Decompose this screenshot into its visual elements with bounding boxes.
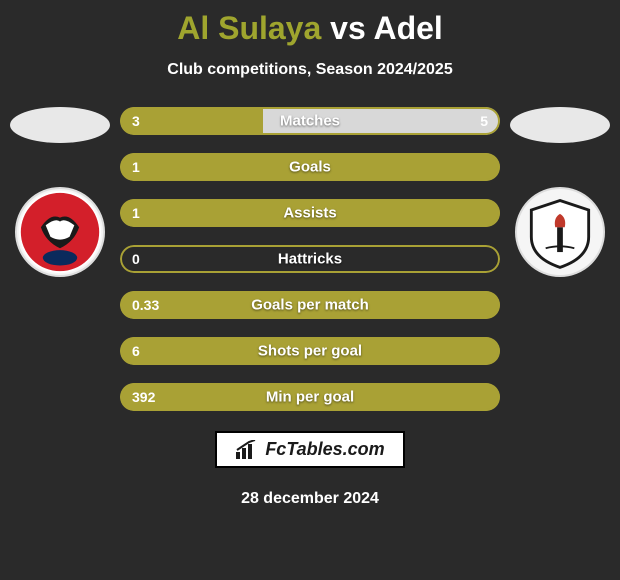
stat-label: Assists	[283, 205, 336, 222]
stat-value-player1: 392	[132, 389, 155, 405]
logo-text: FcTables.com	[265, 439, 384, 460]
stat-bars: Matches 3 5 Goals 1 Assists 1 Hattricks 0 Goals p…	[120, 107, 500, 411]
stat-row: Shots per goal 6	[120, 337, 500, 365]
stat-label: Goals	[289, 159, 331, 176]
fctables-logo: FcTables.com	[215, 431, 404, 468]
stat-value-player1: 3	[132, 113, 140, 129]
stat-value-player1: 1	[132, 205, 140, 221]
title-player1: Al Sulaya	[177, 10, 321, 46]
stat-label: Shots per goal	[258, 343, 362, 360]
stat-row: Hattricks 0	[120, 245, 500, 273]
title-player2: Adel	[373, 10, 442, 46]
title-vs: vs	[330, 10, 366, 46]
stat-value-player2: 5	[480, 113, 488, 129]
player2-flag-icon	[510, 107, 610, 143]
chart-icon	[235, 440, 259, 460]
stat-label: Matches	[280, 113, 340, 130]
date: 28 december 2024	[241, 490, 379, 508]
player1-flag-icon	[10, 107, 110, 143]
player2-club-badge-icon	[515, 187, 605, 277]
player2-column	[510, 107, 610, 277]
stat-fill-player1	[120, 107, 263, 135]
stat-label: Min per goal	[266, 389, 354, 406]
page-title: Al Sulaya vs Adel	[177, 10, 443, 47]
stat-row: Goals per match 0.33	[120, 291, 500, 319]
stat-row: Min per goal 392	[120, 383, 500, 411]
stat-row: Goals 1	[120, 153, 500, 181]
stat-value-player1: 0.33	[132, 297, 159, 313]
stat-row: Matches 3 5	[120, 107, 500, 135]
stat-label: Hattricks	[278, 251, 342, 268]
stat-value-player1: 1	[132, 159, 140, 175]
player1-column	[10, 107, 110, 277]
subtitle: Club competitions, Season 2024/2025	[167, 61, 452, 79]
stat-row: Assists 1	[120, 199, 500, 227]
stat-value-player1: 6	[132, 343, 140, 359]
stats-area: Matches 3 5 Goals 1 Assists 1 Hattricks 0 Goals p…	[0, 107, 620, 411]
player1-club-badge-icon	[15, 187, 105, 277]
stat-value-player1: 0	[132, 251, 140, 267]
stat-label: Goals per match	[251, 297, 369, 314]
